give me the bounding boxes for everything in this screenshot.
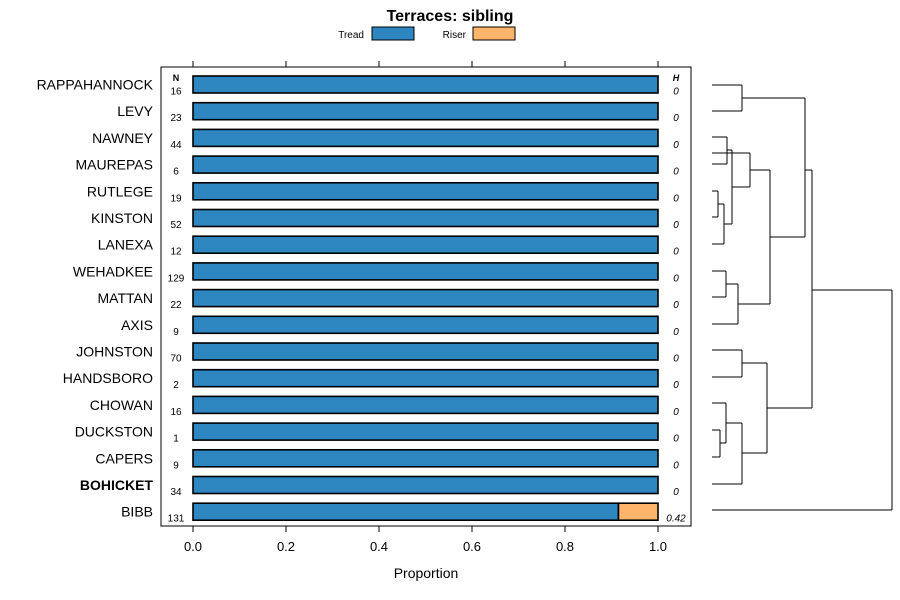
bar-tread [192,422,659,441]
category-label: RUTLEGE [87,183,153,199]
top-axis [192,61,659,67]
n-value: 23 [170,113,182,124]
category-label: MAUREPAS [75,157,153,173]
n-value: 1 [173,434,179,445]
legend-label-riser: Riser [443,30,467,41]
h-value: 0 [673,140,679,151]
n-header: N [173,73,180,83]
legend-swatch-tread [371,26,415,41]
bar-tread [192,182,659,201]
h-value: 0 [673,434,679,445]
h-value: 0 [673,87,679,98]
n-value: 34 [170,487,182,498]
n-value: 22 [170,300,182,311]
plot-frame [160,66,692,527]
category-label: AXIS [121,317,153,333]
n-value: 9 [173,460,179,471]
bar-tread [192,101,659,121]
bar-tread [192,208,659,228]
n-value: 12 [170,247,182,258]
bar-riser [617,502,659,522]
n-value: 70 [170,354,182,365]
bar-tread [192,128,659,148]
bar-tread [192,342,659,361]
category-label: HANDSBORO [63,370,153,386]
h-value: 0.42 [666,514,686,525]
legend-label-tread: Tread [338,30,364,41]
legend: Tread Riser [338,26,516,41]
bar-tread [192,155,659,174]
h-value: 0 [673,273,679,284]
bar-tread [192,475,659,495]
x-tick-label: 0.8 [556,539,574,554]
bar-tread [192,448,659,468]
n-value: 52 [170,220,182,231]
h-value: 0 [673,193,679,204]
h-value: 0 [673,407,679,418]
category-label: DUCKSTON [75,424,153,440]
n-value: 16 [170,407,182,418]
h-value: 0 [673,460,679,471]
category-label: RAPPAHANNOCK [37,77,154,93]
h-value: 0 [673,167,679,178]
n-value: 6 [173,167,179,178]
legend-swatch-riser [472,26,516,41]
category-label: CHOWAN [90,397,153,413]
bars [192,75,659,522]
category-label: WEHADKEE [73,263,153,279]
x-tick-label: 0.6 [463,539,481,554]
h-header: H [673,73,680,83]
h-value: 0 [673,300,679,311]
bar-tread [192,75,659,94]
n-value: 129 [168,273,185,284]
chart-title: Terraces: sibling [387,8,514,25]
x-tick-label: 0.4 [370,539,388,554]
n-value: 44 [170,140,182,151]
h-value: 0 [673,247,679,258]
x-tick-label: 0.0 [184,539,202,554]
bar-tread [192,235,659,254]
dendrogram [712,84,893,511]
h-value: 0 [673,487,679,498]
n-value: 16 [170,87,182,98]
bar-tread [192,502,620,522]
x-axis-label: Proportion [394,565,459,581]
n-value: 9 [173,327,179,338]
x-tick-label: 0.2 [277,539,295,554]
bar-tread [192,288,659,308]
h-value: 0 [673,327,679,338]
category-label: NAWNEY [92,130,154,146]
category-label: JOHNSTON [76,344,153,360]
category-labels: RAPPAHANNOCK 16 0 LEVY 23 0 NAWNEY 44 0 MAUREPAS 6… [37,77,687,525]
h-value: 0 [673,113,679,124]
n-value: 19 [170,193,182,204]
n-value: 131 [168,514,185,525]
h-value: 0 [673,380,679,391]
category-label: LEVY [117,103,153,119]
category-label: BIBB [121,504,153,520]
h-value: 0 [673,220,679,231]
x-axis: 0.0 0.2 0.4 0.6 0.8 1.0 [184,526,667,554]
bar-tread [192,395,659,415]
h-value: 0 [673,354,679,365]
bar-tread [192,315,659,335]
n-value: 2 [173,380,179,391]
bar-tread [192,368,659,388]
x-tick-label: 1.0 [649,539,667,554]
category-label: KINSTON [91,210,153,226]
category-label: BOHICKET [80,477,154,493]
category-label: LANEXA [98,237,154,253]
category-label: CAPERS [95,450,153,466]
category-label: MATTAN [98,290,153,306]
bar-tread [192,262,659,281]
